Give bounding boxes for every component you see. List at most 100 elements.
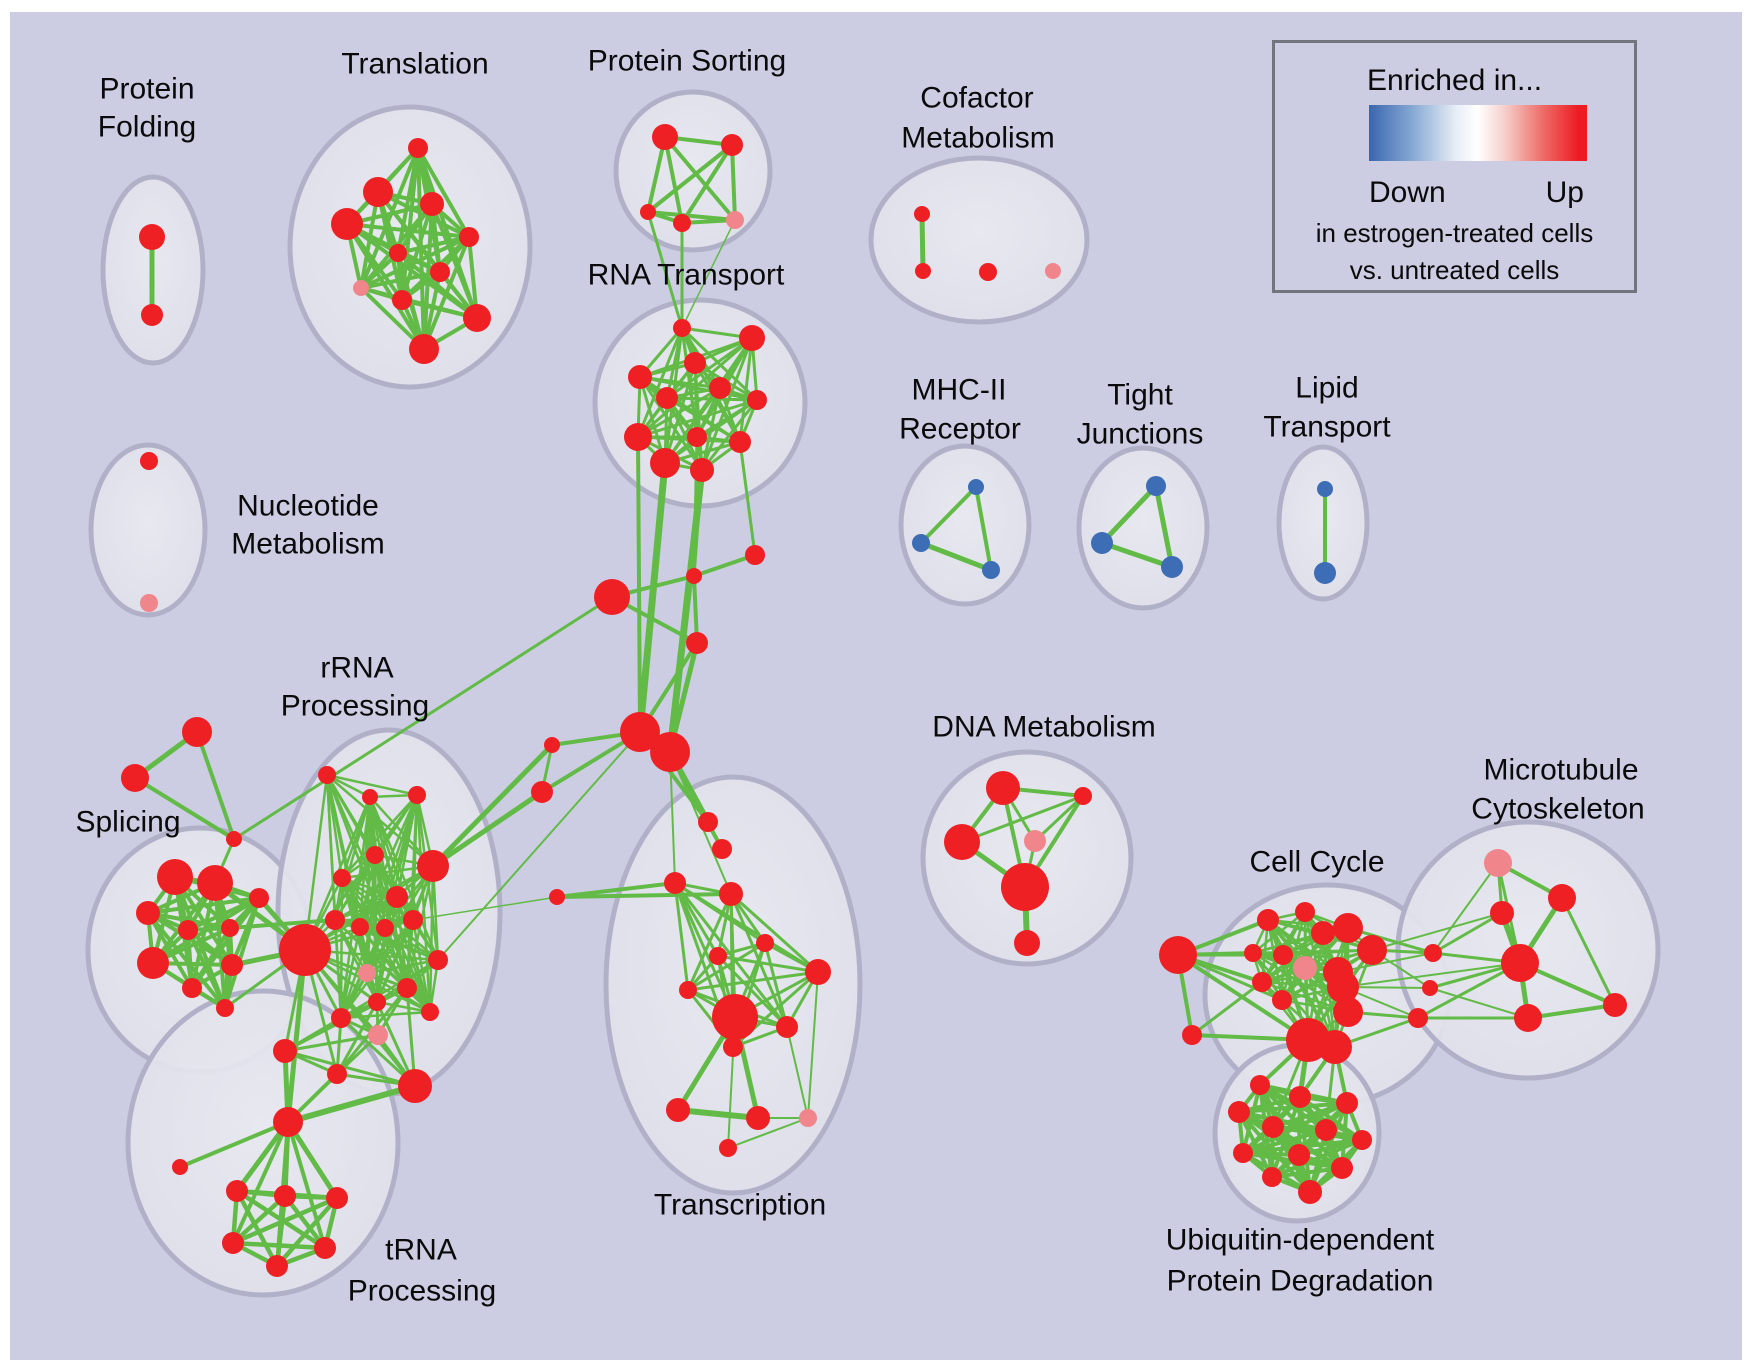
node-rr3 xyxy=(408,786,426,804)
legend-gradient-bar xyxy=(1369,105,1587,161)
cluster-label-trna-processing-line1: tRNA xyxy=(385,1234,457,1267)
edge xyxy=(636,398,759,439)
node-tr7 xyxy=(266,1255,288,1277)
node-tc1 xyxy=(698,812,718,832)
cluster-label-protein-sorting: Protein Sorting xyxy=(588,45,786,78)
node-u8 xyxy=(1233,1143,1253,1163)
node-r12 xyxy=(690,458,714,482)
node-c3 xyxy=(979,263,997,281)
node-u7 xyxy=(1352,1130,1372,1150)
cluster-label-transcription: Transcription xyxy=(654,1189,826,1222)
node-d1 xyxy=(986,771,1020,805)
edge xyxy=(1251,910,1307,955)
node-tr6 xyxy=(314,1237,336,1259)
node-cc9 xyxy=(1273,945,1293,965)
edge xyxy=(1431,911,1504,955)
node-tc12 xyxy=(746,1106,770,1130)
edge xyxy=(636,435,642,734)
node-sp11 xyxy=(182,978,202,998)
node-r7 xyxy=(747,390,767,410)
cluster-label-trna-processing-line2: Processing xyxy=(348,1275,496,1308)
node-rrB2 xyxy=(398,1069,432,1103)
node-r3 xyxy=(684,352,706,374)
node-n2 xyxy=(140,594,158,612)
edge xyxy=(146,911,227,1010)
edge xyxy=(339,958,440,1020)
node-tr2 xyxy=(226,1180,248,1202)
edge xyxy=(358,793,419,929)
cluster-label-cell-cycle: Cell Cycle xyxy=(1249,846,1384,879)
edge xyxy=(1560,896,1617,1007)
node-cc3 xyxy=(1257,909,1279,931)
node-rr5 xyxy=(333,869,351,887)
edge xyxy=(1526,1003,1617,1020)
node-tc10 xyxy=(723,1037,743,1057)
edge xyxy=(303,948,417,1088)
node-d4 xyxy=(1024,830,1046,852)
edge xyxy=(700,398,759,472)
legend-caption-line2: vs. untreated cells xyxy=(1349,255,1560,285)
node-pf2 xyxy=(141,304,163,326)
legend-title: Enriched in... xyxy=(1366,64,1543,97)
edge xyxy=(178,1120,290,1169)
node-rr17 xyxy=(331,1008,351,1028)
node-r9 xyxy=(687,427,707,447)
edge xyxy=(415,793,432,1014)
node-sp13 xyxy=(216,999,234,1017)
node-rr6 xyxy=(386,886,408,908)
node-tc14 xyxy=(719,1139,737,1157)
edge xyxy=(230,1193,288,1246)
node-mt5 xyxy=(1603,993,1627,1017)
node-tc9 xyxy=(776,1016,798,1038)
node-cn1 xyxy=(544,737,560,753)
node-tr1 xyxy=(172,1159,188,1175)
legend-down-label: Down xyxy=(1369,176,1446,209)
edge xyxy=(716,954,820,974)
node-rr12 xyxy=(428,950,448,970)
edge xyxy=(234,1188,280,1269)
node-rr20 xyxy=(421,1003,439,1021)
node-s1 xyxy=(652,124,678,150)
edge xyxy=(729,892,820,974)
node-r2 xyxy=(739,325,765,351)
node-pf1 xyxy=(139,224,165,250)
edge xyxy=(1337,952,1434,973)
cluster-label-splicing: Splicing xyxy=(75,806,180,839)
edge xyxy=(345,222,471,239)
edge xyxy=(283,1049,417,1088)
edge xyxy=(231,1120,290,1245)
edge xyxy=(283,1033,380,1053)
edge xyxy=(680,143,734,225)
edge xyxy=(1099,540,1175,570)
node-rr21 xyxy=(368,1025,388,1045)
edge xyxy=(919,485,978,545)
cluster-label-ubiquitin-degradation-line1: Ubiquitin-dependent xyxy=(1166,1224,1435,1257)
edge xyxy=(325,773,419,797)
node-rr14 xyxy=(368,993,386,1011)
node-rr10 xyxy=(403,910,423,930)
cluster-ellipse-mhc-ii-receptor xyxy=(898,443,1032,607)
edge xyxy=(1416,961,1522,1020)
node-mt2 xyxy=(1548,884,1576,912)
node-t4 xyxy=(331,208,363,240)
edge xyxy=(665,396,759,402)
node-rr16 xyxy=(327,1064,347,1084)
node-j2 xyxy=(1091,532,1113,554)
node-u12 xyxy=(1298,1180,1322,1204)
edge xyxy=(368,795,440,962)
node-h1 xyxy=(620,712,660,752)
node-spc xyxy=(686,632,708,654)
cluster-label-lipid-transport-line1: Lipid xyxy=(1295,372,1358,405)
edge xyxy=(680,326,759,402)
edge xyxy=(763,941,789,1029)
node-u2 xyxy=(1289,1086,1311,1108)
node-u1 xyxy=(1250,1075,1270,1095)
node-spa xyxy=(745,545,765,565)
edge xyxy=(960,794,1085,844)
node-ccB2 xyxy=(1318,1030,1352,1064)
node-r8 xyxy=(624,423,652,451)
node-cn2 xyxy=(531,781,553,803)
node-sp6 xyxy=(136,901,160,925)
node-sp8 xyxy=(221,919,239,937)
